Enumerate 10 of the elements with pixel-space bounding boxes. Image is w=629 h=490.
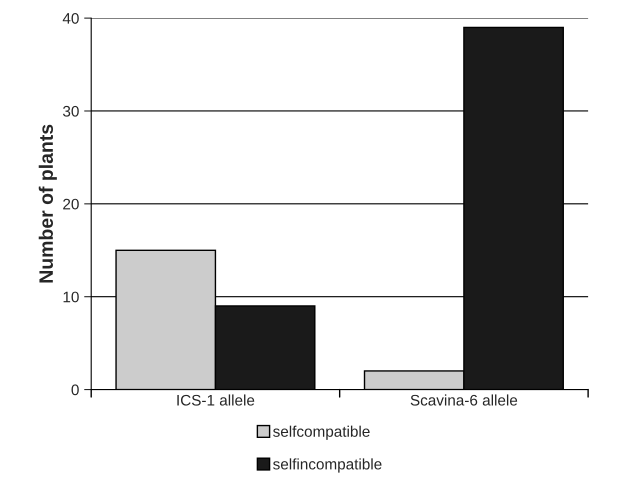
y-tick-label: 20 xyxy=(63,198,79,210)
y-tick-label: 0 xyxy=(72,384,79,396)
x-tick-label: ICS-1 allele xyxy=(177,394,254,406)
y-tick-label: 40 xyxy=(62,13,79,24)
y-tick-label: 10 xyxy=(64,292,79,302)
y-tick-label: 30 xyxy=(62,106,79,117)
legend-label: selfcompatible xyxy=(273,426,370,440)
y-axis-title: Number of plants xyxy=(38,124,57,282)
x-tick-label: Scavina-6 allele xyxy=(410,394,518,406)
legend-label: selfincompatible xyxy=(273,458,382,473)
